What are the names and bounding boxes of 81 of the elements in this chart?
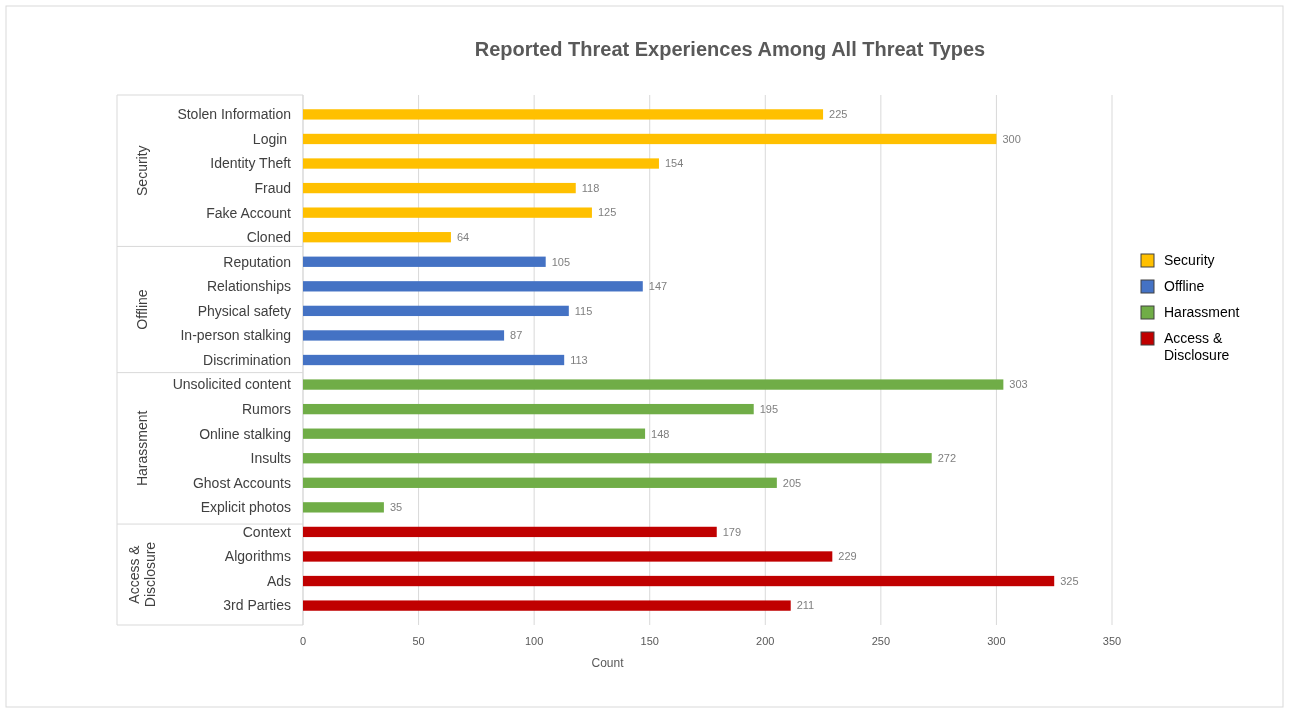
bar — [303, 305, 569, 317]
bar — [303, 477, 777, 488]
bar — [303, 158, 659, 169]
data-label: 125 — [597, 206, 617, 219]
bar — [303, 379, 1004, 390]
bar — [303, 133, 997, 145]
y-tick-label: Online stalking — [199, 425, 291, 442]
bar — [303, 428, 646, 439]
data-label: 205 — [782, 476, 802, 489]
bar — [303, 403, 754, 415]
data-label: 154 — [664, 157, 684, 170]
y-tick-label: Insults — [250, 450, 291, 467]
data-label: 118 — [581, 181, 600, 194]
bar — [303, 256, 546, 267]
legend-label: Offline — [1164, 277, 1205, 294]
bar — [303, 600, 791, 611]
y-tick-label: Explicit photos — [200, 499, 291, 516]
chart-title: Reported Threat Experiences Among All Threat Types — [474, 38, 986, 60]
bar — [303, 330, 505, 341]
data-label: 211 — [796, 599, 815, 612]
x-tick-label: 100 — [524, 635, 544, 647]
y-tick-label: Cloned — [246, 229, 291, 246]
y-tick-label: In-person stalking — [180, 327, 291, 344]
bar — [303, 354, 565, 366]
text: Offline — [133, 289, 150, 330]
y-tick-label: Ads — [266, 572, 291, 589]
bar — [303, 575, 1055, 587]
data-label: 272 — [937, 452, 957, 465]
data-label: 148 — [651, 427, 670, 440]
y-tick-label: Reputation — [223, 253, 291, 270]
data-label: 195 — [759, 402, 779, 415]
data-label: 105 — [551, 255, 571, 268]
y-tick-label: Identity Theft — [210, 155, 292, 172]
data-label: 225 — [829, 108, 848, 121]
bar — [303, 281, 643, 292]
data-label: 87 — [510, 329, 523, 342]
data-label: 147 — [648, 280, 668, 293]
data-label: 113 — [570, 353, 588, 366]
y-tick-label: Context — [242, 523, 292, 540]
x-tick-label: 150 — [640, 635, 659, 647]
x-tick-label: 0 — [299, 635, 307, 647]
y-tick-label: Relationships — [206, 278, 291, 295]
bar — [303, 526, 717, 538]
x-tick-label: 250 — [871, 635, 891, 647]
data-label: 64 — [456, 231, 470, 244]
legend-label: Security — [1164, 251, 1215, 268]
bar — [303, 109, 824, 120]
legend-label: Access & Disclosure — [1164, 329, 1230, 363]
y-tick-label: Login — [252, 130, 291, 147]
bar — [303, 182, 576, 194]
x-tick-label: 350 — [1102, 635, 1122, 647]
x-axis-title: Count — [591, 656, 625, 670]
legend-label: Harassment — [1164, 303, 1240, 320]
y-tick-label: Stolen Information — [177, 106, 291, 123]
bar — [303, 207, 592, 218]
bar — [303, 502, 384, 513]
y-tick-label: Discrimination — [203, 351, 291, 368]
bar — [303, 232, 451, 243]
bar — [303, 453, 932, 464]
text: Access & Disclosure — [125, 541, 158, 608]
x-tick-label: 50 — [412, 635, 425, 647]
y-tick-label: Rumors — [241, 401, 291, 418]
y-tick-label: Physical safety — [197, 302, 291, 319]
y-tick-label: Fake Account — [206, 204, 292, 221]
data-label: 115 — [574, 304, 593, 317]
y-tick-label: Ghost Accounts — [192, 474, 291, 491]
data-label: 35 — [389, 501, 403, 514]
data-label: 300 — [1002, 132, 1021, 145]
data-label: 325 — [1060, 574, 1079, 587]
y-tick-label: Unsolicited content — [172, 376, 292, 393]
text: Security — [133, 145, 150, 196]
y-tick-label: 3rd Parties — [223, 597, 291, 614]
data-label: 303 — [1009, 378, 1028, 391]
bar — [303, 551, 833, 562]
x-tick-label: 200 — [756, 635, 775, 647]
y-tick-label: Algorithms — [224, 548, 291, 565]
text: Harassment — [133, 410, 150, 487]
x-tick-label: 300 — [987, 635, 1006, 647]
y-tick-label: Fraud — [254, 179, 291, 196]
data-label: 179 — [722, 525, 742, 538]
data-label: 229 — [838, 550, 857, 563]
